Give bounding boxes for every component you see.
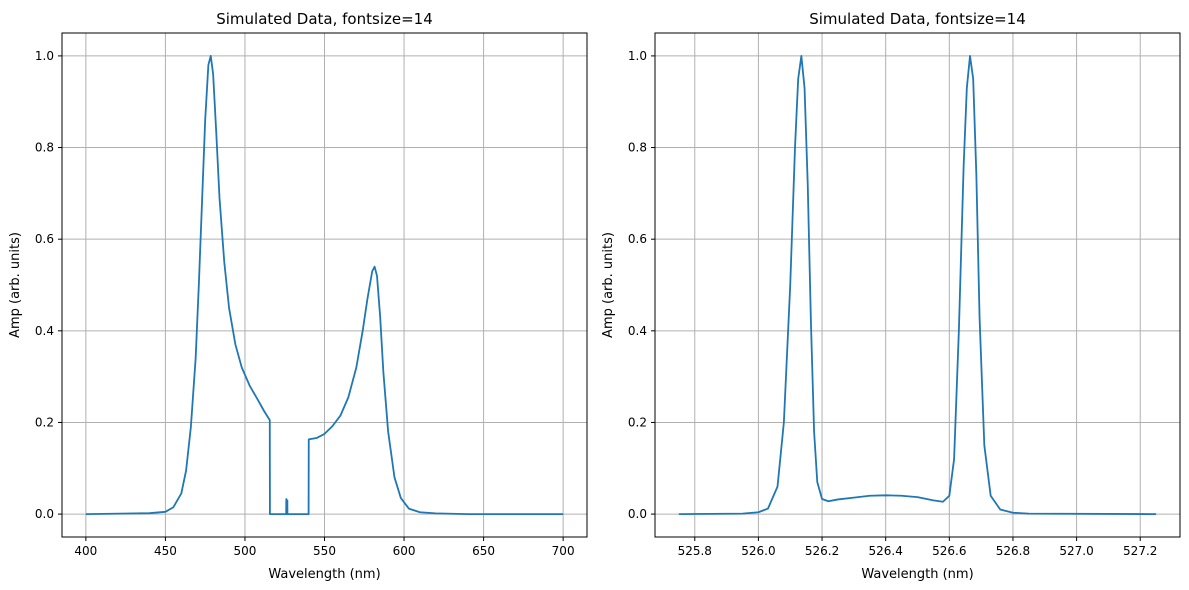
- x-tick-label: 450: [154, 544, 177, 558]
- y-tick-label: 0.0: [628, 507, 647, 521]
- x-tick-label: 600: [393, 544, 416, 558]
- y-tick-label: 1.0: [628, 49, 647, 63]
- x-tick-label: 526.0: [741, 544, 775, 558]
- x-axis-label: Wavelength (nm): [268, 567, 380, 582]
- x-axis-label: Wavelength (nm): [861, 567, 973, 582]
- x-tick-label: 526.2: [805, 544, 839, 558]
- y-tick-label: 0.6: [35, 232, 54, 246]
- x-tick-label: 525.8: [678, 544, 712, 558]
- y-tick-label: 0.4: [35, 324, 54, 338]
- y-axis-label: Amp (arb. units): [601, 232, 616, 338]
- series-line: [678, 55, 1157, 515]
- x-tick-label: 500: [234, 544, 257, 558]
- chart-title: Simulated Data, fontsize=14: [216, 10, 433, 28]
- y-tick-label: 0.8: [35, 141, 54, 155]
- chart-title: Simulated Data, fontsize=14: [809, 10, 1026, 28]
- y-tick-label: 0.2: [35, 415, 54, 429]
- left-chart: 400 450 500 550 600 650 700 0.0 0.2 0.4 0.6 0.8 1.0 S…: [8, 10, 588, 582]
- y-tick-label: 0.0: [35, 507, 54, 521]
- x-tick-label: 527.0: [1059, 544, 1093, 558]
- y-tick-label: 0.2: [628, 415, 647, 429]
- x-tick-label: 550: [313, 544, 336, 558]
- series-line: [85, 55, 564, 515]
- x-tick-label: 526.4: [869, 544, 903, 558]
- x-tick-label: 526.8: [996, 544, 1030, 558]
- right-chart: 525.8 526.0 526.2 526.4 526.6 526.8 527.0 527.2…: [601, 10, 1181, 582]
- y-tick-label: 1.0: [35, 49, 54, 63]
- x-tick-label: 400: [74, 544, 97, 558]
- x-tick-label: 526.6: [932, 544, 966, 558]
- plot-frame: [654, 32, 1181, 538]
- y-tick-label: 0.8: [628, 141, 647, 155]
- x-tick-label: 700: [552, 544, 575, 558]
- y-tick-label: 0.6: [628, 232, 647, 246]
- x-tick-label: 650: [472, 544, 495, 558]
- y-tick-label: 0.4: [628, 324, 647, 338]
- x-tick-label: 527.2: [1123, 544, 1157, 558]
- y-axis-label: Amp (arb. units): [8, 232, 23, 338]
